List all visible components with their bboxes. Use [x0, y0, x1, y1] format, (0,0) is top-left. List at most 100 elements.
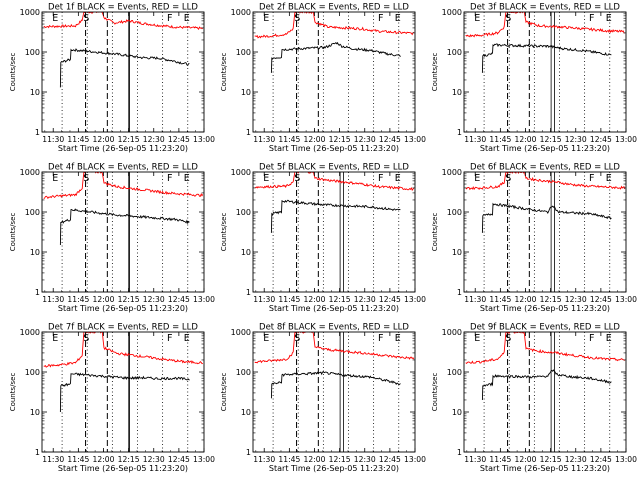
plot-frame [41, 331, 205, 453]
y-tick-label: 10 [452, 248, 462, 257]
lld-series-line [465, 12, 625, 38]
phase-marker-f: F [378, 333, 383, 344]
x-tick-label: 12:00 [304, 135, 326, 144]
x-axis-label: Start Time (26-Sep-05 11:23:20) [269, 144, 399, 153]
phase-marker-e: E [474, 333, 480, 344]
x-tick-label: 11:45 [489, 455, 511, 464]
phase-marker-f: F [167, 13, 172, 24]
plot-frame [252, 331, 416, 453]
phase-marker-f: F [167, 333, 172, 344]
y-axis-label: Counts/sec [431, 53, 439, 92]
phase-marker-e: E [184, 173, 190, 184]
x-tick-label: 12:30 [565, 135, 587, 144]
lld-series-line [465, 172, 626, 191]
phase-marker-s: S [505, 13, 511, 24]
x-tick-label: 12:00 [515, 455, 537, 464]
y-tick-label: 1 [246, 128, 251, 137]
chart-title: Det 8f BLACK = Events, RED = LLD [259, 323, 409, 333]
x-tick-label: 12:45 [379, 135, 401, 144]
y-tick-label: 10 [30, 88, 40, 97]
events-series-line [270, 371, 401, 399]
phase-marker-f: F [378, 173, 383, 184]
x-tick-label: 12:15 [329, 135, 351, 144]
x-axis-label: Start Time (26-Sep-05 11:23:20) [58, 464, 188, 473]
events-series-line [481, 43, 612, 73]
phase-marker-f: F [589, 13, 594, 24]
x-tick-label: 11:30 [464, 295, 486, 304]
lld-series-line [43, 172, 204, 200]
phase-marker-s: S [294, 13, 300, 24]
y-tick-label: 1000 [20, 328, 40, 337]
y-tick-label: 10 [30, 248, 40, 257]
y-tick-label: 100 [25, 48, 40, 57]
phase-marker-s: S [505, 173, 511, 184]
x-tick-label: 12:30 [143, 135, 165, 144]
x-axis-label: Start Time (26-Sep-05 11:23:20) [269, 464, 399, 473]
x-tick-label: 12:15 [540, 135, 562, 144]
y-tick-label: 1 [457, 288, 462, 297]
plot-frame [463, 171, 627, 293]
phase-marker-e: E [263, 333, 269, 344]
y-tick-label: 100 [447, 368, 462, 377]
lld-series-line [254, 172, 415, 191]
lld-series-line [254, 12, 415, 39]
phase-marker-f: F [378, 13, 383, 24]
y-tick-label: 1000 [231, 168, 251, 177]
x-tick-label: 12:00 [515, 135, 537, 144]
x-tick-label: 13:00 [615, 455, 637, 464]
x-tick-label: 12:45 [168, 135, 190, 144]
y-axis-label: Counts/sec [220, 373, 228, 412]
phase-marker-e: E [474, 13, 480, 24]
y-tick-label: 100 [25, 208, 40, 217]
y-axis-label: Counts/sec [9, 373, 17, 412]
chart-title: Det 4f BLACK = Events, RED = LLD [48, 163, 198, 173]
y-tick-label: 1 [246, 448, 251, 457]
chart-title: Det 1f BLACK = Events, RED = LLD [48, 3, 198, 13]
x-tick-label: 12:45 [590, 295, 612, 304]
phase-marker-e: E [184, 13, 190, 24]
y-tick-label: 100 [236, 48, 251, 57]
phase-marker-s: S [83, 333, 89, 344]
phase-marker-e: E [52, 13, 58, 24]
chart-title: Det 9f BLACK = Events, RED = LLD [470, 323, 620, 333]
x-axis-label: Start Time (26-Sep-05 11:23:20) [480, 464, 610, 473]
x-tick-label: 13:00 [404, 455, 426, 464]
y-tick-label: 100 [236, 208, 251, 217]
lld-series-line [43, 12, 204, 31]
x-tick-label: 12:00 [93, 455, 115, 464]
x-tick-label: 12:45 [379, 295, 401, 304]
x-tick-label: 12:15 [118, 295, 140, 304]
x-tick-label: 12:00 [304, 455, 326, 464]
x-tick-label: 11:30 [464, 455, 486, 464]
chart-title: Det 7f BLACK = Events, RED = LLD [48, 323, 198, 333]
plot-frame [252, 171, 416, 293]
x-axis-label: Start Time (26-Sep-05 11:23:20) [269, 304, 399, 313]
y-tick-label: 10 [30, 408, 40, 417]
x-tick-label: 12:30 [354, 135, 376, 144]
phase-marker-s: S [294, 173, 300, 184]
y-tick-label: 10 [241, 408, 251, 417]
x-tick-label: 11:30 [42, 455, 64, 464]
x-tick-label: 12:15 [329, 455, 351, 464]
x-tick-label: 12:30 [354, 295, 376, 304]
x-tick-label: 11:30 [464, 135, 486, 144]
y-axis-label: Counts/sec [220, 53, 228, 92]
x-tick-label: 13:00 [615, 295, 637, 304]
events-series-line [59, 208, 190, 246]
plot-frame [463, 11, 627, 133]
y-tick-label: 10 [452, 88, 462, 97]
phase-marker-e: E [395, 173, 401, 184]
plot-frame [463, 331, 627, 453]
x-tick-label: 11:45 [278, 295, 300, 304]
x-tick-label: 13:00 [404, 295, 426, 304]
y-tick-label: 1 [457, 128, 462, 137]
y-tick-label: 10 [241, 88, 251, 97]
x-tick-label: 11:30 [42, 295, 64, 304]
y-axis-label: Counts/sec [431, 213, 439, 252]
x-tick-label: 12:15 [118, 135, 140, 144]
